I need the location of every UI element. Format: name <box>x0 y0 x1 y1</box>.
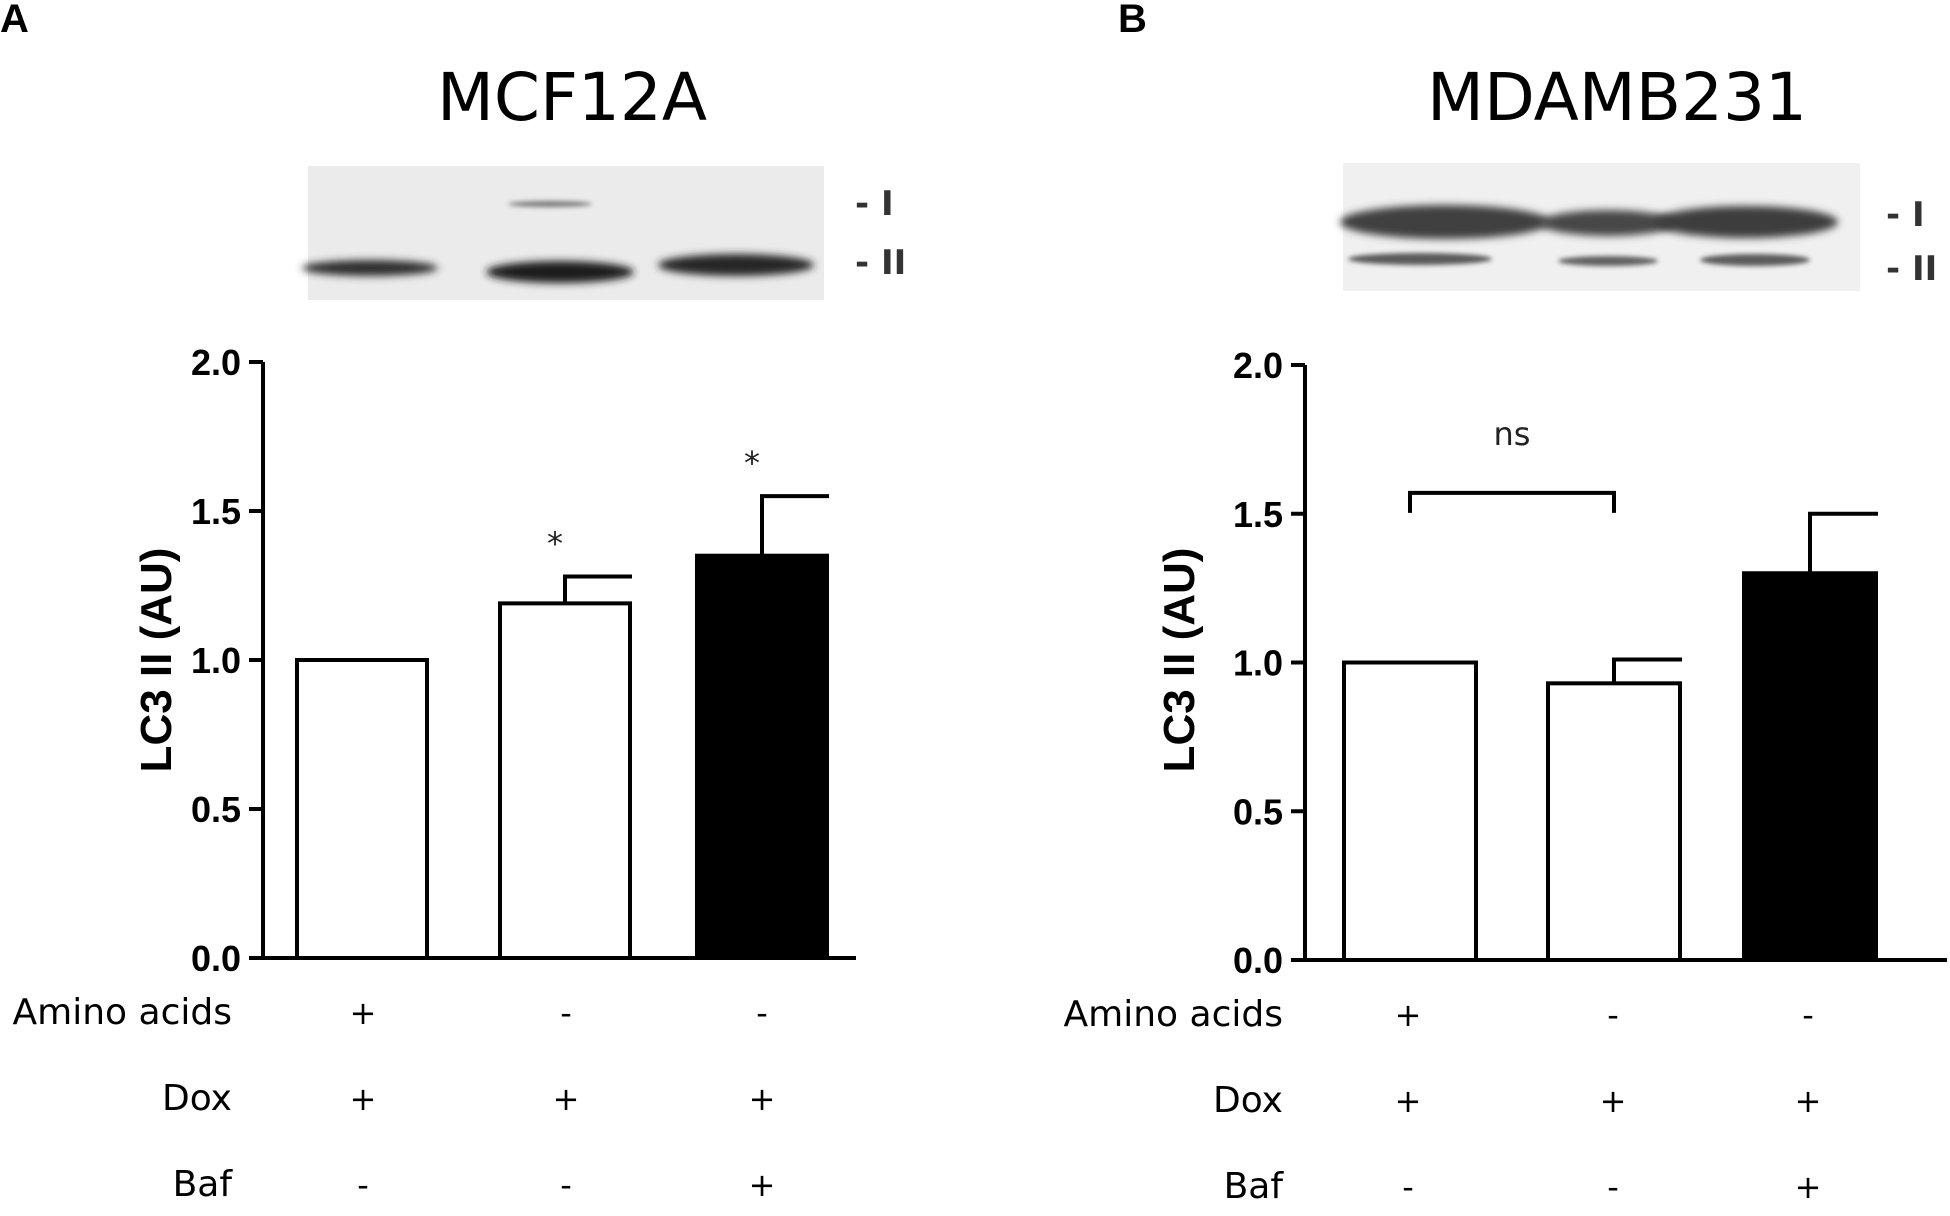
panel-b-condition-sign: - <box>1607 996 1619 1034</box>
panel-a-condition-label: Amino acids <box>13 992 232 1033</box>
panel-a: A MCF12A - I - II 0.0 0.5 1.0 1.5 2.0 LC3 II… <box>0 0 906 1205</box>
panel-a-condition-sign: + <box>749 1166 776 1204</box>
panel-a-bar <box>295 658 429 960</box>
panel-a-band-i: - I <box>855 184 894 224</box>
panel-b-condition-sign: - <box>1607 1168 1619 1206</box>
panel-a-band-ii: - II <box>855 243 906 283</box>
panel-b-blot: - I - II <box>1340 163 1937 291</box>
panel-a-condition-sign: + <box>749 1080 776 1118</box>
panel-a-conditions: Amino acids + - - Dox + + + Baf - - + <box>13 992 776 1205</box>
panel-b-conditions: Amino acids + - - Dox + + + Baf - - + <box>1064 994 1822 1207</box>
panel-a-bars: ** <box>295 444 829 960</box>
panel-a-ytick-label: 1.0 <box>191 640 241 681</box>
panel-b-bar <box>1742 571 1878 962</box>
panel-b-letter: B <box>1118 0 1147 41</box>
panel-b-bars: ns <box>1342 415 1878 962</box>
panel-b-ylabel: LC3 II (AU) <box>1155 548 1204 773</box>
panel-b-ytick-label: 2.0 <box>1233 345 1283 386</box>
panel-b-ytick-label: 1.5 <box>1233 494 1283 535</box>
panel-a-condition-sign: - <box>357 1166 369 1204</box>
panel-b-title: MDAMB231 <box>1427 59 1807 136</box>
panel-b-band-i: - I <box>1886 195 1925 235</box>
panel-a-ylabel: LC3 II (AU) <box>132 548 181 773</box>
panel-b-bar <box>1342 660 1478 962</box>
panel-b-condition-sign: + <box>1795 1168 1822 1206</box>
panel-a-condition-sign: + <box>553 1080 580 1118</box>
panel-a-condition-sign: - <box>756 994 768 1032</box>
panel-a-condition-sign: - <box>560 1166 572 1204</box>
panel-b-ytick-label: 0.5 <box>1233 791 1283 832</box>
panel-a-bar <box>695 553 829 960</box>
panel-a-significance-mark: * <box>744 444 760 482</box>
panel-b-condition-sign: + <box>1795 1082 1822 1120</box>
panel-b-condition-sign: + <box>1395 1082 1422 1120</box>
panel-a-title: MCF12A <box>437 59 707 136</box>
panel-b-condition-sign: - <box>1402 1168 1414 1206</box>
panel-b-condition-sign: + <box>1600 1082 1627 1120</box>
panel-a-condition-sign: - <box>560 994 572 1032</box>
panel-b-bracket-label: ns <box>1494 415 1531 453</box>
panel-a-condition-sign: + <box>350 994 377 1032</box>
panel-b-condition-sign: - <box>1802 996 1814 1034</box>
panel-b: B MDAMB231 - I - II 0.0 0.5 1.0 1.5 2.0 LC3 … <box>1064 0 1947 1207</box>
panel-a-significance-mark: * <box>547 525 563 563</box>
panel-a-blot: - I - II <box>302 166 906 300</box>
panel-b-condition-sign: + <box>1395 996 1422 1034</box>
panel-b-ytick-label: 0.0 <box>1233 940 1283 981</box>
panel-b-bar <box>1546 681 1682 962</box>
panel-a-ytick-label: 2.0 <box>191 342 241 383</box>
panel-b-condition-label: Baf <box>1224 1166 1285 1207</box>
panel-b-condition-label: Dox <box>1213 1080 1283 1121</box>
panel-a-condition-label: Baf <box>173 1164 234 1205</box>
panel-a-letter: A <box>0 0 29 41</box>
panel-a-bar <box>498 601 632 960</box>
panel-a-ytick-label: 0.0 <box>191 938 241 979</box>
panel-b-band-ii: - II <box>1886 249 1937 289</box>
panel-b-bracket <box>1408 490 1616 513</box>
panel-a-condition-label: Dox <box>162 1078 232 1119</box>
panel-b-condition-label: Amino acids <box>1064 994 1283 1035</box>
panel-a-ytick-label: 1.5 <box>191 491 241 532</box>
panel-a-condition-sign: + <box>350 1080 377 1118</box>
panel-a-ytick-label: 0.5 <box>191 789 241 830</box>
panel-b-ytick-label: 1.0 <box>1233 643 1283 684</box>
